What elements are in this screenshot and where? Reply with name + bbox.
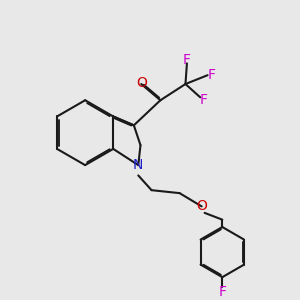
Text: F: F bbox=[218, 286, 226, 299]
Text: N: N bbox=[133, 158, 143, 172]
Text: F: F bbox=[208, 68, 216, 82]
Text: F: F bbox=[199, 93, 207, 107]
Text: O: O bbox=[136, 76, 147, 90]
Text: O: O bbox=[196, 200, 207, 213]
Text: F: F bbox=[183, 53, 191, 68]
